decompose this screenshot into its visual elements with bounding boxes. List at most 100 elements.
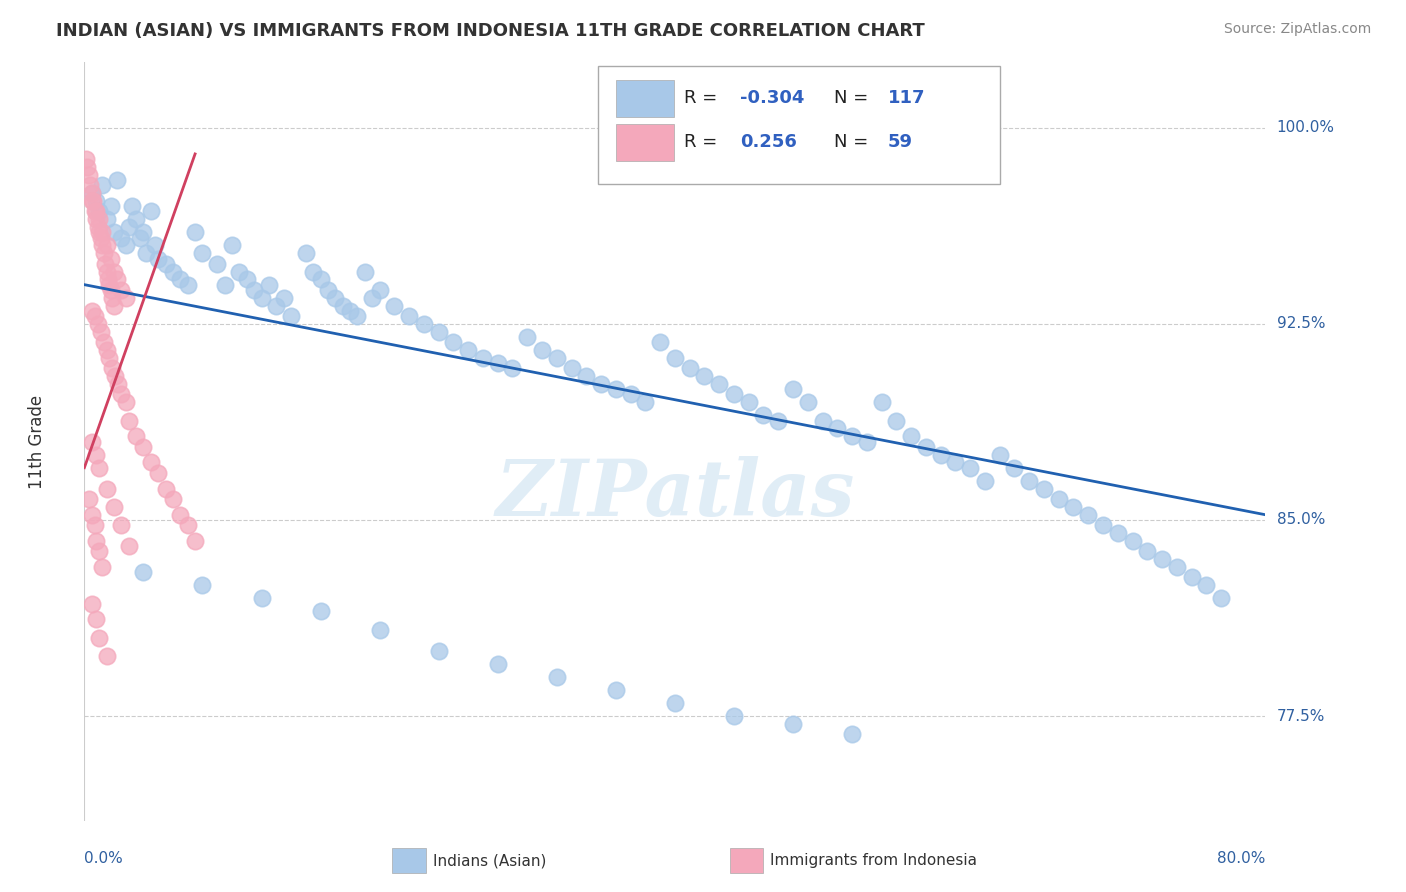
- Point: [1211, 591, 1233, 606]
- Point: [531, 343, 554, 357]
- Point: [427, 325, 450, 339]
- Point: [132, 566, 155, 580]
- Point: [561, 361, 583, 376]
- Point: [382, 299, 406, 313]
- Point: [1122, 533, 1144, 548]
- Point: [945, 455, 967, 469]
- Point: [782, 382, 804, 396]
- Text: 59: 59: [887, 133, 912, 151]
- Point: [827, 421, 849, 435]
- Point: [103, 299, 125, 313]
- Point: [84, 194, 107, 208]
- Point: [575, 369, 598, 384]
- Text: -0.304: -0.304: [740, 89, 804, 107]
- Point: [325, 291, 347, 305]
- Point: [988, 448, 1011, 462]
- Point: [86, 317, 108, 331]
- Point: [129, 230, 152, 244]
- Point: [86, 220, 108, 235]
- Point: [1033, 482, 1056, 496]
- Point: [368, 283, 391, 297]
- Point: [155, 482, 177, 496]
- FancyBboxPatch shape: [616, 80, 673, 117]
- Point: [139, 455, 162, 469]
- Point: [309, 272, 332, 286]
- Point: [139, 204, 162, 219]
- Point: [143, 238, 166, 252]
- Point: [1063, 500, 1085, 514]
- Point: [1181, 570, 1204, 584]
- Point: [84, 212, 107, 227]
- Point: [620, 387, 643, 401]
- Text: 92.5%: 92.5%: [1277, 317, 1324, 332]
- Point: [273, 291, 295, 305]
- Point: [87, 212, 111, 227]
- Point: [257, 277, 280, 292]
- Point: [80, 303, 103, 318]
- Point: [96, 482, 118, 496]
- Point: [486, 356, 509, 370]
- Point: [605, 682, 627, 697]
- Point: [782, 717, 804, 731]
- Point: [841, 429, 863, 443]
- Point: [91, 560, 114, 574]
- Point: [132, 440, 155, 454]
- Text: 80.0%: 80.0%: [1218, 851, 1265, 866]
- Point: [103, 226, 125, 240]
- Point: [959, 460, 981, 475]
- Point: [118, 414, 141, 428]
- Point: [243, 283, 266, 297]
- Point: [105, 272, 128, 286]
- Point: [77, 491, 100, 506]
- Point: [346, 309, 368, 323]
- Point: [841, 727, 863, 741]
- Text: 0.0%: 0.0%: [84, 851, 124, 866]
- Point: [96, 212, 118, 227]
- Text: 77.5%: 77.5%: [1277, 708, 1324, 723]
- Point: [125, 429, 148, 443]
- Point: [96, 343, 118, 357]
- Point: [103, 500, 125, 514]
- Point: [98, 277, 121, 292]
- Point: [83, 204, 105, 219]
- Point: [96, 264, 118, 278]
- Point: [87, 544, 111, 558]
- Point: [80, 508, 103, 522]
- Point: [693, 369, 716, 384]
- Point: [443, 335, 465, 350]
- Point: [214, 277, 236, 292]
- Text: Indians (Asian): Indians (Asian): [433, 854, 547, 868]
- Point: [177, 277, 200, 292]
- Point: [709, 377, 731, 392]
- Point: [250, 591, 273, 606]
- FancyBboxPatch shape: [616, 124, 673, 161]
- Text: 117: 117: [887, 89, 925, 107]
- Point: [591, 377, 613, 392]
- Point: [162, 264, 184, 278]
- Point: [80, 186, 103, 201]
- Point: [91, 238, 114, 252]
- Text: R =: R =: [685, 133, 723, 151]
- Point: [114, 291, 136, 305]
- Point: [98, 351, 121, 365]
- Point: [114, 238, 136, 252]
- Point: [83, 518, 105, 533]
- Point: [974, 474, 997, 488]
- Point: [80, 597, 103, 611]
- Point: [768, 414, 790, 428]
- Point: [97, 272, 120, 286]
- Point: [80, 434, 103, 449]
- Point: [1018, 474, 1040, 488]
- Point: [250, 291, 273, 305]
- Point: [87, 226, 111, 240]
- Text: 85.0%: 85.0%: [1277, 513, 1324, 527]
- Point: [93, 246, 115, 260]
- Point: [87, 631, 111, 645]
- Point: [856, 434, 879, 449]
- Point: [486, 657, 509, 671]
- Point: [104, 369, 127, 384]
- Point: [169, 508, 191, 522]
- Point: [900, 429, 922, 443]
- Text: 100.0%: 100.0%: [1277, 120, 1334, 136]
- Point: [118, 220, 141, 235]
